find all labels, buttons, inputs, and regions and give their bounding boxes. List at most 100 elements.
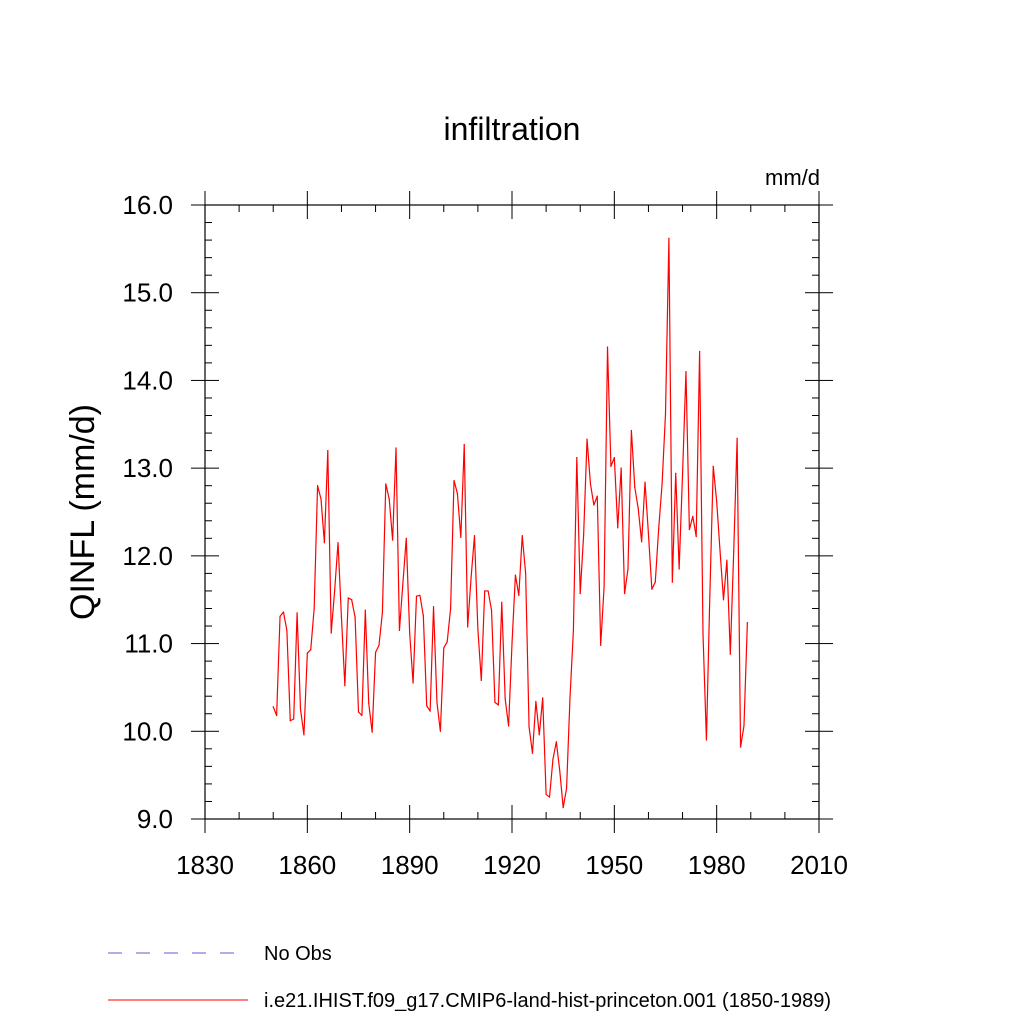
data-point bbox=[388, 498, 390, 500]
data-point bbox=[463, 443, 465, 446]
data-point bbox=[378, 644, 380, 646]
data-point bbox=[282, 611, 285, 613]
data-point bbox=[347, 597, 349, 599]
data-point bbox=[521, 535, 523, 537]
data-point bbox=[681, 472, 684, 475]
data-point bbox=[685, 371, 687, 373]
y-tick-labels: 9.0 10.0 11.0 12.0 13.0 14.0 15.0 16.0 bbox=[122, 190, 173, 834]
data-point bbox=[443, 647, 445, 649]
data-point bbox=[559, 770, 561, 772]
series-line-1 bbox=[272, 237, 748, 809]
data-point bbox=[644, 481, 646, 483]
data-point bbox=[518, 594, 520, 596]
chart-title: infiltration bbox=[444, 111, 581, 147]
x-tick-labels: 1830 1860 1890 1920 1950 1980 2010 bbox=[176, 850, 848, 880]
data-point bbox=[487, 590, 489, 592]
data-point bbox=[699, 350, 701, 353]
data-point bbox=[279, 615, 281, 617]
data-point bbox=[327, 450, 329, 452]
data-point bbox=[688, 528, 690, 531]
x-tick-label: 1980 bbox=[688, 850, 746, 880]
data-point bbox=[654, 581, 656, 583]
data-point bbox=[409, 632, 411, 634]
x-tick-label: 1920 bbox=[483, 850, 541, 880]
data-point bbox=[569, 697, 571, 699]
y-tick-label: 13.0 bbox=[122, 453, 173, 483]
data-point bbox=[422, 614, 424, 617]
data-point bbox=[436, 701, 438, 703]
data-point bbox=[395, 447, 397, 449]
data-point bbox=[371, 731, 373, 733]
data-point bbox=[381, 612, 383, 614]
data-point bbox=[361, 714, 363, 717]
data-point bbox=[716, 500, 718, 503]
data-point bbox=[606, 346, 609, 348]
data-point bbox=[299, 708, 302, 710]
data-point bbox=[637, 507, 639, 510]
data-point bbox=[286, 629, 288, 632]
data-point bbox=[702, 634, 704, 636]
data-point bbox=[480, 679, 482, 682]
data-point bbox=[402, 583, 404, 585]
data-point bbox=[511, 642, 513, 645]
data-point bbox=[477, 628, 479, 631]
data-point bbox=[531, 752, 534, 754]
data-point bbox=[392, 539, 394, 541]
data-point bbox=[647, 533, 650, 535]
data-point bbox=[330, 632, 332, 634]
data-point bbox=[385, 483, 387, 485]
data-point bbox=[456, 492, 459, 495]
data-point bbox=[460, 536, 462, 539]
data-point bbox=[368, 702, 370, 704]
data-point bbox=[726, 559, 728, 561]
data-point bbox=[712, 465, 714, 467]
y-tick-label: 12.0 bbox=[122, 541, 173, 571]
data-point bbox=[450, 607, 452, 610]
data-point bbox=[651, 588, 653, 590]
data-point bbox=[641, 541, 643, 543]
data-point bbox=[722, 599, 725, 601]
data-point bbox=[374, 651, 377, 653]
y-tick-label: 16.0 bbox=[122, 190, 173, 220]
data-point bbox=[542, 697, 544, 699]
data-point bbox=[453, 479, 455, 482]
x-tick-label: 1830 bbox=[176, 850, 234, 880]
data-point bbox=[306, 652, 308, 654]
data-point bbox=[709, 594, 711, 596]
data-point bbox=[364, 609, 366, 611]
data-point bbox=[514, 574, 517, 576]
data-point bbox=[293, 718, 295, 720]
data-point bbox=[528, 726, 530, 728]
units-label: mm/d bbox=[765, 165, 820, 190]
data-point bbox=[746, 621, 748, 624]
data-point bbox=[340, 616, 343, 618]
data-point bbox=[603, 585, 605, 588]
data-point bbox=[419, 594, 421, 596]
data-point bbox=[405, 537, 407, 539]
data-point bbox=[429, 710, 431, 712]
data-point bbox=[600, 644, 602, 646]
data-point bbox=[729, 653, 731, 655]
data-point bbox=[316, 485, 319, 487]
data-point bbox=[272, 706, 274, 708]
data-point bbox=[678, 568, 680, 570]
data-point bbox=[344, 685, 346, 687]
data-point bbox=[719, 550, 721, 553]
data-point bbox=[504, 698, 506, 700]
plot-frame bbox=[204, 204, 820, 820]
data-point bbox=[484, 590, 486, 592]
data-point bbox=[415, 595, 418, 597]
data-point bbox=[545, 793, 547, 796]
data-point bbox=[337, 542, 339, 544]
data-point bbox=[565, 787, 568, 789]
data-point bbox=[538, 734, 540, 736]
data-point bbox=[310, 649, 312, 651]
data-point bbox=[617, 527, 619, 529]
data-point bbox=[733, 550, 735, 553]
data-point bbox=[576, 457, 578, 459]
x-tick-label: 1950 bbox=[585, 850, 643, 880]
data-point bbox=[426, 705, 428, 707]
data-point bbox=[661, 483, 663, 485]
data-point bbox=[705, 739, 708, 741]
data-point bbox=[412, 682, 414, 684]
